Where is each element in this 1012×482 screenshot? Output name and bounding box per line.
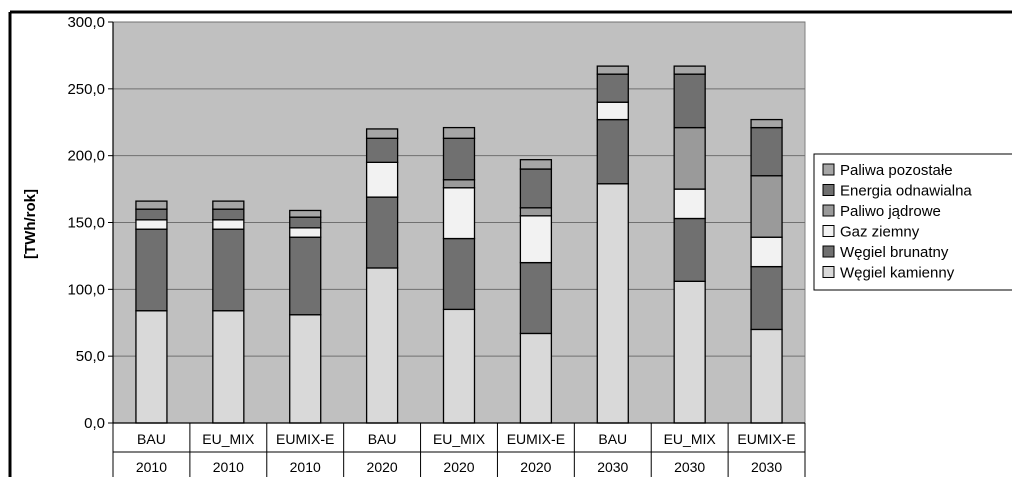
bar-segment-eumix-e-2020-s3 [519, 207, 553, 217]
x-category-scenario-1: EU_MIX [202, 431, 255, 447]
legend-box [813, 153, 1012, 291]
x-category-scenario-2: EUMIX-E [276, 431, 334, 447]
bar-segment-bau-2030-s2 [596, 101, 629, 121]
bar-segment-bau-2020-s2 [365, 161, 399, 198]
bar-segment-eu_mix-2020-s2 [442, 187, 476, 240]
legend-label-3: Gaz ziemny [840, 224, 920, 241]
x-category-year-6: 2030 [597, 459, 628, 475]
bar-segment-eu_mix-2030-s2 [673, 188, 706, 220]
x-category-year-8: 2030 [751, 459, 782, 475]
y-tick-label-2: 100,0 [67, 281, 105, 298]
y-tick-label-6: 300,0 [67, 14, 105, 31]
bar-segment-eumix-e-2030-s4 [750, 126, 783, 177]
x-category-scenario-3: BAU [368, 431, 397, 447]
x-category-scenario-8: EUMIX-E [737, 431, 795, 447]
x-category-year-3: 2020 [367, 459, 398, 475]
bar-segment-bau-2010-s0 [135, 310, 168, 424]
bar-segment-eumix-e-2030-s2 [750, 236, 783, 268]
y-tick-label-0: 0,0 [84, 415, 105, 432]
bar-segment-eumix-e-2010-s1 [289, 236, 322, 316]
legend-label-4: Węgiel brunatny [840, 244, 949, 261]
x-category-scenario-6: BAU [598, 431, 627, 447]
bar-segment-eu_mix-2030-s1 [673, 217, 706, 282]
x-category-year-2: 2010 [290, 459, 321, 475]
bar-segment-eumix-e-2020-s0 [519, 332, 553, 424]
legend-label-0: Paliwa pozostałe [840, 162, 953, 179]
bar-segment-eu_mix-2020-s5 [442, 126, 476, 139]
bar-segment-eumix-e-2020-s2 [519, 215, 553, 264]
bar-segment-eumix-e-2010-s5 [289, 209, 322, 218]
x-category-year-7: 2030 [674, 459, 705, 475]
bar-segment-bau-2030-s0 [596, 183, 629, 424]
bar-segment-bau-2030-s1 [596, 118, 629, 185]
bar-segment-bau-2020-s5 [365, 128, 399, 139]
bar-segment-bau-2020-s4 [365, 137, 399, 163]
x-category-scenario-4: EU_MIX [433, 431, 486, 447]
bar-segment-bau-2020-s1 [365, 196, 399, 269]
bar-segment-bau-2030-s5 [596, 65, 629, 75]
bar-segment-eu_mix-2010-s4 [212, 208, 245, 221]
bar-segment-eumix-e-2020-s5 [519, 159, 553, 170]
legend-swatch-2 [822, 204, 835, 217]
bar-segment-bau-2010-s5 [135, 200, 168, 210]
bar-segment-eu_mix-2010-s1 [212, 228, 245, 312]
y-axis-label: [TWh/rok] [22, 189, 39, 259]
bar-segment-bau-2010-s2 [135, 219, 168, 230]
bar-segment-eumix-e-2010-s4 [289, 216, 322, 229]
x-category-scenario-0: BAU [137, 431, 166, 447]
bar-segment-bau-2010-s1 [135, 228, 168, 312]
bar-segment-eumix-e-2030-s0 [750, 328, 783, 424]
legend-swatch-1 [822, 184, 835, 196]
bar-segment-eu_mix-2030-s5 [673, 65, 706, 75]
x-category-scenario-5: EUMIX-E [507, 431, 565, 447]
legend-swatch-5 [822, 266, 835, 278]
bar-segment-eumix-e-2030-s5 [750, 118, 783, 129]
legend-label-2: Paliwo jądrowe [840, 203, 941, 220]
legend: Paliwa pozostałe Energia odnawialna Paliwo… [813, 153, 1012, 291]
legend-swatch-0 [822, 163, 835, 176]
y-tick-label-5: 250,0 [67, 81, 105, 98]
x-category-scenario-7: EU_MIX [664, 431, 717, 447]
y-tick-label-1: 50,0 [76, 348, 105, 365]
bar-segment-eu_mix-2030-s3 [673, 126, 706, 190]
y-tick-label-4: 200,0 [67, 148, 105, 165]
bar-segment-eu_mix-2020-s4 [442, 137, 476, 181]
bar-segment-eu_mix-2030-s4 [673, 73, 706, 129]
bar-segment-eumix-e-2010-s0 [289, 314, 322, 424]
bar-segment-eumix-e-2020-s4 [519, 168, 553, 209]
bar-segment-eumix-e-2030-s3 [750, 175, 783, 238]
bar-segment-eu_mix-2030-s0 [673, 280, 706, 424]
bar-segment-eu_mix-2020-s1 [442, 237, 476, 311]
x-category-year-4: 2020 [443, 459, 474, 475]
bar-segment-bau-2020-s0 [365, 267, 399, 424]
bar-segment-eumix-e-2030-s1 [750, 265, 783, 331]
bar-segment-bau-2010-s4 [135, 208, 168, 221]
legend-label-1: Energia odnawialna [840, 183, 972, 200]
bar-segment-eu_mix-2010-s2 [212, 219, 245, 230]
bar-segment-eu_mix-2010-s0 [212, 310, 245, 424]
bar-segment-eumix-e-2010-s2 [289, 227, 322, 238]
x-category-year-1: 2010 [213, 459, 244, 475]
y-tick-label-3: 150,0 [67, 215, 105, 232]
bar-segment-eu_mix-2020-s3 [442, 179, 476, 189]
legend-swatch-3 [822, 225, 835, 237]
bar-segment-eu_mix-2010-s5 [212, 200, 245, 210]
bar-segment-bau-2030-s4 [596, 73, 629, 103]
x-category-year-0: 2010 [136, 459, 167, 475]
legend-label-5: Węgiel kamienny [840, 265, 955, 282]
bar-segment-eumix-e-2020-s1 [519, 261, 553, 335]
bar-segment-eu_mix-2020-s0 [442, 308, 476, 424]
x-category-year-5: 2020 [520, 459, 551, 475]
legend-swatch-4 [822, 245, 835, 258]
